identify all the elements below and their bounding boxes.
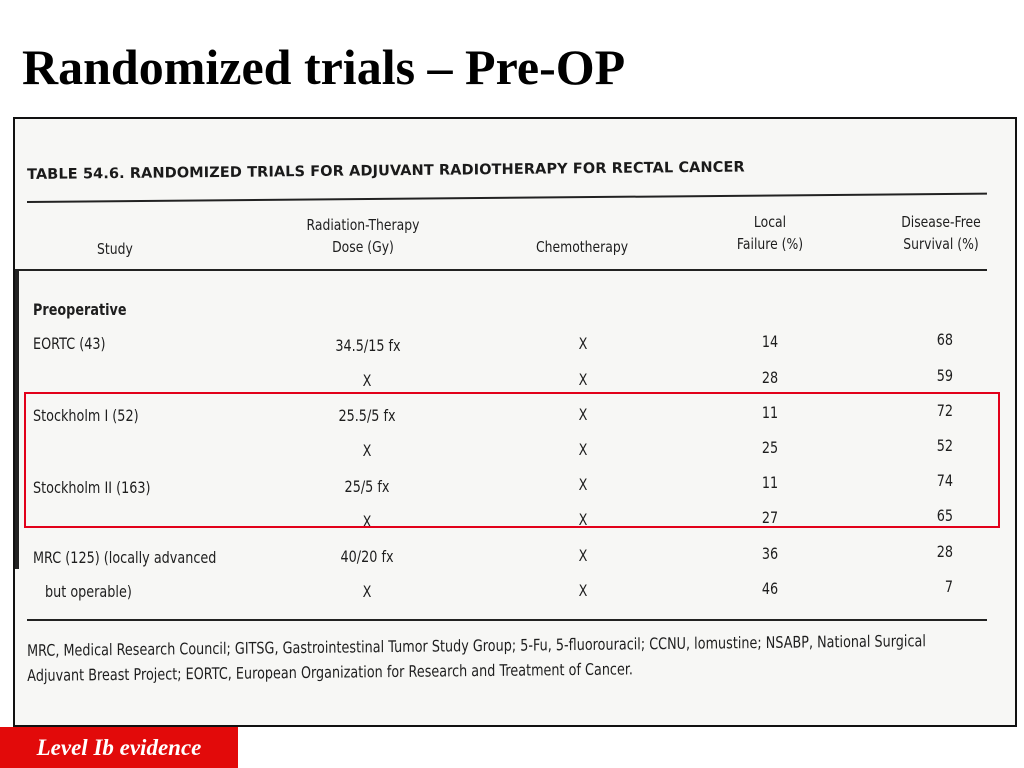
table-caption: TABLE 54.6. RANDOMIZED TRIALS FOR ADJUVA… bbox=[27, 159, 745, 183]
cell-dfs: 52 bbox=[937, 435, 953, 457]
table-header-rule bbox=[15, 269, 987, 271]
cell-dose: 34.5/15 fx bbox=[335, 335, 400, 357]
cell-study: but operable) bbox=[45, 581, 132, 603]
cell-local-failure: 11 bbox=[762, 472, 778, 494]
table-bottom-rule bbox=[27, 619, 987, 621]
cell-local-failure: 36 bbox=[762, 543, 778, 565]
header-local-line1: Local bbox=[754, 212, 786, 233]
cell-dose: 40/20 fx bbox=[340, 546, 393, 568]
cell-chemo: X bbox=[579, 580, 588, 602]
cell-dfs: 74 bbox=[937, 470, 953, 492]
cell-dose: 25/5 fx bbox=[345, 476, 390, 498]
cell-dfs: 68 bbox=[937, 329, 953, 351]
cell-dose: X bbox=[363, 511, 372, 533]
scanned-table-image: TABLE 54.6. RANDOMIZED TRIALS FOR ADJUVA… bbox=[13, 117, 1017, 727]
cell-chemo: X bbox=[579, 404, 588, 426]
cell-dose: X bbox=[363, 370, 372, 392]
cell-study: EORTC (43) bbox=[33, 333, 105, 355]
cell-local-failure: 14 bbox=[762, 331, 778, 353]
cell-dfs: 65 bbox=[937, 505, 953, 527]
header-dose-line1: Radiation-Therapy bbox=[307, 215, 420, 236]
cell-chemo: X bbox=[579, 509, 588, 531]
cell-chemo: X bbox=[579, 474, 588, 496]
header-dfs-line2: Survival (%) bbox=[903, 234, 978, 255]
slide-title: Randomized trials – Pre-OP bbox=[22, 42, 625, 92]
cell-dfs: 28 bbox=[937, 541, 953, 563]
cell-local-failure: 27 bbox=[762, 507, 778, 529]
cell-chemo: X bbox=[579, 545, 588, 567]
cell-dose: X bbox=[363, 581, 372, 603]
cell-dfs: 59 bbox=[937, 365, 953, 387]
cell-local-failure: 46 bbox=[762, 578, 778, 600]
cell-local-failure: 25 bbox=[762, 437, 778, 459]
section-preoperative: Preoperative bbox=[33, 299, 127, 321]
table-top-rule bbox=[27, 193, 987, 203]
header-dose-line2: Dose (Gy) bbox=[332, 237, 394, 258]
cell-dose: 25.5/5 fx bbox=[338, 405, 395, 427]
header-local-line2: Failure (%) bbox=[737, 234, 803, 255]
cell-dose: X bbox=[363, 440, 372, 462]
scan-edge-line bbox=[15, 269, 19, 569]
cell-chemo: X bbox=[579, 369, 588, 391]
evidence-level-badge: Level Ib evidence bbox=[0, 727, 238, 768]
cell-study: Stockholm II (163) bbox=[33, 477, 151, 499]
cell-chemo: X bbox=[579, 333, 588, 355]
cell-chemo: X bbox=[579, 439, 588, 461]
cell-study: Stockholm I (52) bbox=[33, 405, 139, 427]
cell-local-failure: 28 bbox=[762, 367, 778, 389]
header-chemotherapy: Chemotherapy bbox=[536, 237, 628, 258]
header-dfs-line1: Disease-Free bbox=[901, 212, 981, 233]
header-study: Study bbox=[97, 239, 133, 260]
cell-study: MRC (125) (locally advanced bbox=[33, 547, 216, 569]
cell-local-failure: 11 bbox=[762, 402, 778, 424]
cell-dfs: 7 bbox=[945, 576, 953, 598]
table-footnote: MRC, Medical Research Council; GITSG, Ga… bbox=[27, 629, 967, 689]
cell-dfs: 72 bbox=[937, 400, 953, 422]
